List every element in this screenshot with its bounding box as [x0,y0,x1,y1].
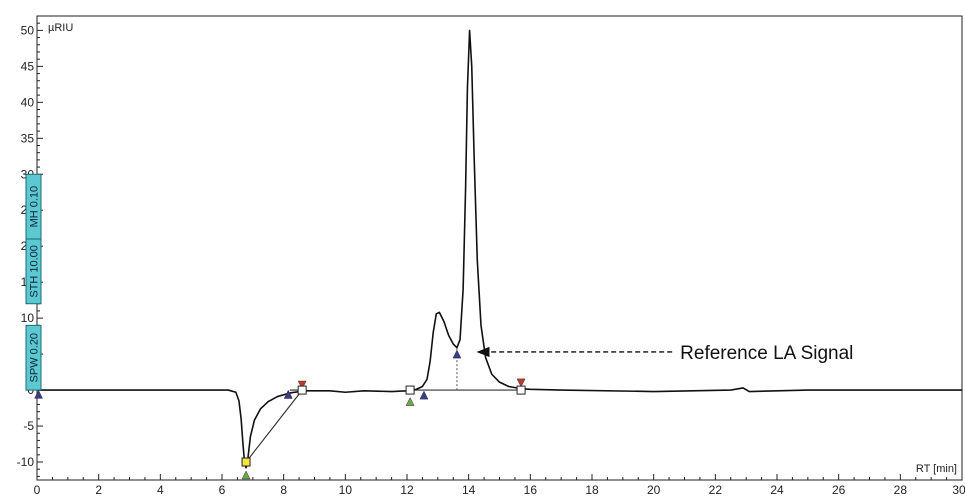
x-tick-label: 0 [34,483,41,497]
peak-triangle-marker [297,380,307,390]
x-tick-label: 2 [95,483,102,497]
baseline-layer [245,347,522,463]
y-tick-label: -10 [17,455,35,469]
x-axis-unit-label: RT [min] [916,463,957,475]
annotation-layer: Reference LA Signal [476,343,853,364]
x-tick-label: 18 [585,483,599,497]
peak-triangle-marker [405,397,415,406]
x-tick-label: 10 [339,483,353,497]
annotation-label: Reference LA Signal [680,343,853,364]
signal-trace [37,29,962,469]
x-tick-label: 22 [709,483,723,497]
peak-triangle-marker [283,389,293,399]
peak-triangle-marker [419,390,429,400]
x-tick-label: 12 [400,483,414,497]
plot-frame [36,15,963,481]
y-tick-label: -5 [23,419,34,433]
x-tick-label: 16 [524,483,538,497]
x-tick-label: 14 [462,483,476,497]
peak-triangle-marker [452,349,462,359]
x-tick-label: 26 [832,483,846,497]
x-tick-label: 6 [219,483,226,497]
sth-mh-parameter-label: STH 10.00 [29,245,41,298]
x-tick-label: 8 [280,483,287,497]
series-layer [37,29,962,469]
peak-triangle-marker [516,378,526,388]
y-tick-label: 45 [21,59,35,73]
peak-boundary-box [516,385,526,395]
x-tick-label: 28 [894,483,908,497]
integration-baseline [245,389,303,463]
x-tick-label: 4 [157,483,164,497]
peak-boundary-box [241,457,251,467]
y-tick-label: 40 [21,95,35,109]
peak-triangle-marker [241,470,251,480]
sth-mh-parameter-label: MH 0.10 [29,186,41,228]
spw-parameter-label: SPW 0.20 [29,333,41,383]
spw-parameter-box [25,324,42,391]
x-tick-label: 30 [952,483,965,497]
y-tick-label: 50 [21,23,35,37]
axes-layer: 024681012141618202224262830-10-505101520… [17,15,965,497]
peak-triangle-marker [34,389,43,399]
peak-boundary-box [297,385,307,395]
y-tick-label: 35 [21,131,35,145]
peak-boundary-box [405,385,415,395]
parameter-box-layer: STH 10.00 MH 0.10 SPW 0.20 [25,173,42,391]
y-axis-unit-label: µRIU [48,22,73,34]
x-tick-label: 24 [770,483,784,497]
x-tick-label: 20 [647,483,661,497]
y-tick-label: 10 [21,311,35,325]
marker-layer [34,349,526,480]
